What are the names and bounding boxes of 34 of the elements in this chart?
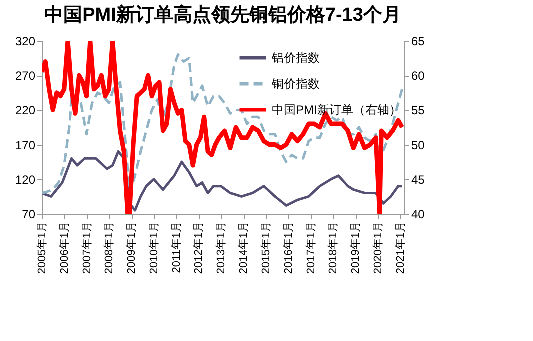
x-tick-label: 2008年1月 [104,222,116,274]
y2-tick-label: 50 [412,138,426,152]
x-tick-label: 2016年1月 [282,222,295,274]
y-tick-label: 70 [22,208,36,222]
x-tick-label: 2018年1月 [328,222,340,274]
x-tick-label: 2015年1月 [260,222,272,274]
x-tick-label: 2011年1月 [170,222,183,274]
y2-tick-label: 40 [412,208,426,222]
x-tick-label: 2005年1月 [36,222,48,274]
y-tick-label: 320 [15,34,36,48]
y-tick-label: 120 [15,172,36,187]
y-tick-label: 170 [15,138,36,152]
y2-tick-label: 55 [412,104,426,118]
x-tick-label: 2006年1月 [58,222,71,274]
line-series [42,54,404,194]
y-tick-label: 220 [15,104,36,118]
legend-label: 中国PMI新订单（右轴） [272,103,402,117]
x-tick-label: 2013年1月 [216,222,228,274]
legend-label: 铜价指数 [271,77,320,91]
y2-tick-label: 65 [412,34,426,48]
x-tick-label: 2020年1月 [372,222,384,274]
x-tick-label: 2010年1月 [148,222,160,274]
legend-label: 铝价指数 [271,51,320,65]
chart-title: 中国PMI新订单高点领先铜铝价格7-13个月 [44,4,402,26]
x-tick-label: 2012年1月 [193,222,206,274]
y-tick-label: 270 [15,69,36,84]
x-tick-label: 2017年1月 [305,222,318,274]
x-tick-label: 2019年1月 [350,222,362,274]
x-tick-label: 2014年1月 [238,222,250,274]
x-tick-label: 2021年1月 [394,222,407,274]
x-tick-label: 2007年1月 [81,222,94,274]
x-tick-label: 2009年1月 [126,222,138,274]
y2-tick-label: 45 [412,172,426,187]
y2-tick-label: 60 [412,69,426,84]
